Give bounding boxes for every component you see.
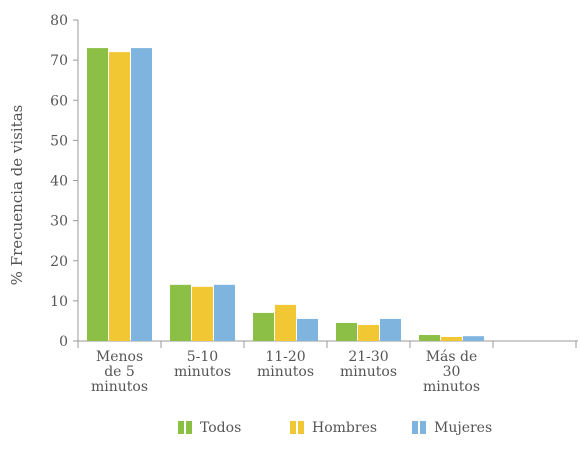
legend-swatch-mujeres-2 (420, 421, 426, 434)
x-tick-label: 21-30 minutos (340, 349, 397, 380)
x-tick-label-line: minutos (257, 364, 314, 380)
x-tick-label-line: 30 (443, 364, 461, 380)
legend-swatch-todos (178, 421, 184, 434)
x-tick-label-line: minutos (174, 364, 231, 380)
x-tick-label-line: Menos (96, 349, 143, 365)
x-tick-label-line: de 5 (104, 364, 135, 380)
bar-todos-0 (87, 48, 108, 342)
x-tick-label-line: 11-20 (265, 349, 305, 365)
x-tick-label-line: minutos (91, 379, 148, 395)
bar-hombres-1 (192, 286, 213, 341)
y-tick-label: 10 (50, 294, 68, 310)
legend-swatch-hombres-2 (298, 421, 304, 434)
axes (73, 19, 578, 348)
bar-hombres-0 (109, 52, 130, 341)
y-tick-label: 20 (50, 254, 68, 270)
legend: Todos Hombres Mujeres (178, 420, 492, 436)
legend-label-todos: Todos (200, 420, 241, 436)
x-tick-label: Menos de 5 minutos (91, 349, 148, 395)
y-axis-label: % Frecuencia de visitas (8, 105, 26, 286)
legend-swatch-hombres (290, 421, 296, 434)
y-tick-label: 80 (50, 13, 68, 29)
bar-todos-2 (253, 312, 274, 341)
bars (87, 48, 484, 342)
bar-todos-1 (170, 284, 191, 341)
bar-mujeres-0 (131, 48, 152, 342)
y-tick-label: 30 (50, 214, 68, 230)
bar-mujeres-2 (297, 318, 318, 341)
y-tick-label: 70 (50, 53, 68, 69)
x-tick-label: 11-20 minutos (257, 349, 314, 380)
x-tick-label: 5-10 minutos (174, 349, 231, 380)
legend-label-hombres: Hombres (312, 420, 377, 436)
bar-todos-4 (419, 334, 440, 341)
bar-hombres-4 (441, 336, 462, 341)
x-tick-label-line: 5-10 (187, 349, 218, 365)
bar-mujeres-1 (214, 284, 235, 341)
bar-hombres-2 (275, 304, 296, 341)
y-tick-label: 50 (50, 133, 68, 149)
bar-mujeres-4 (463, 336, 484, 341)
legend-swatch-todos-2 (186, 421, 192, 434)
y-tick-label: 60 (50, 93, 68, 109)
bar-todos-3 (336, 322, 357, 341)
legend-label-mujeres: Mujeres (434, 420, 492, 436)
x-tick-label-line: minutos (340, 364, 397, 380)
bar-hombres-3 (358, 324, 379, 341)
x-tick-label-line: minutos (423, 379, 480, 395)
x-tick-label-line: Más de (426, 349, 478, 365)
x-tick-label: Más de 30 minutos (423, 349, 480, 395)
y-tick-label: 0 (59, 334, 68, 350)
y-tick-label: 40 (50, 174, 68, 190)
x-tick-label-line: 21-30 (348, 349, 388, 365)
bar-mujeres-3 (380, 318, 401, 341)
legend-swatch-mujeres (412, 421, 418, 434)
